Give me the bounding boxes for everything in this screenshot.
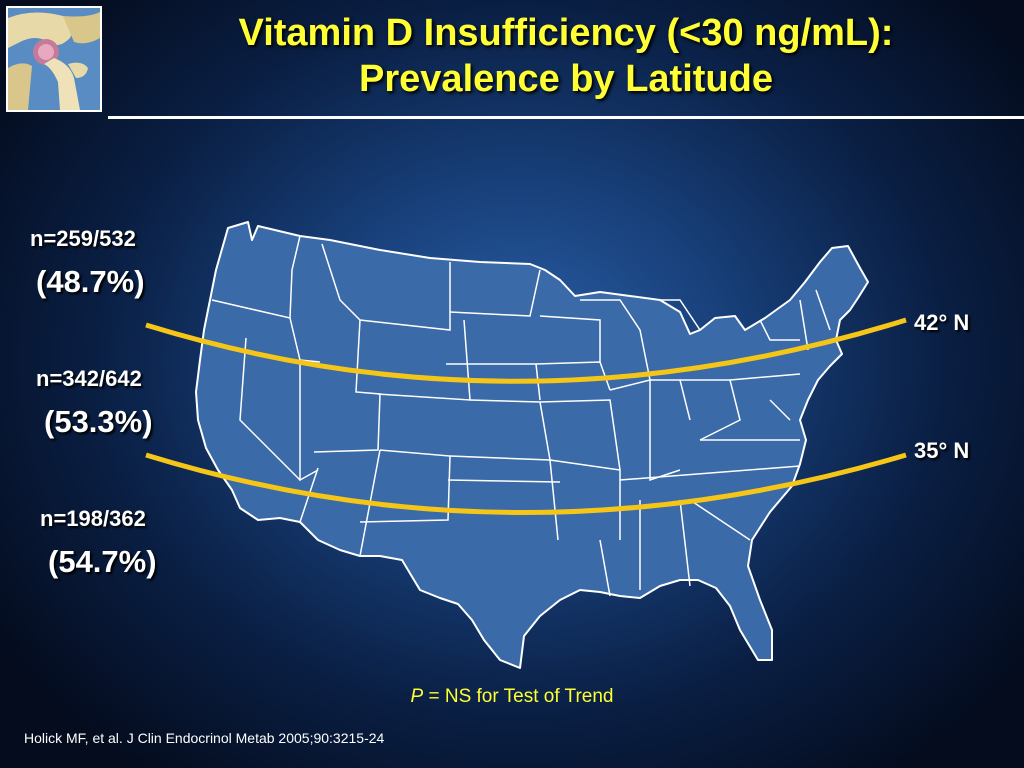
latitude-42-label: 42° N xyxy=(914,310,970,335)
region-middle-count: n=342/642 xyxy=(36,366,142,391)
logo-box xyxy=(6,6,102,112)
region-north-percent: (48.7%) xyxy=(36,264,145,299)
latitude-42-line xyxy=(145,317,907,384)
hip-joint-icon xyxy=(8,8,100,110)
latitude-35-label: 35° N xyxy=(914,438,970,463)
citation: Holick MF, et al. J Clin Endocrinol Meta… xyxy=(24,730,385,746)
p-symbol: P xyxy=(410,686,424,707)
title-divider xyxy=(108,116,1024,119)
title-line-1: Vitamin D Insufficiency (<30 ng/mL): xyxy=(238,12,894,54)
region-north-count: n=259/532 xyxy=(30,226,136,251)
us-mainland-outline xyxy=(195,221,869,669)
region-south-count: n=198/362 xyxy=(40,506,146,531)
latitude-35-line xyxy=(145,452,907,515)
trend-test-note: P = NS for Test of Trend xyxy=(0,686,1024,708)
region-south-percent: (54.7%) xyxy=(48,544,157,579)
title-line-2: Prevalence by Latitude xyxy=(359,58,773,100)
trend-test-text: = NS for Test of Trend xyxy=(423,686,614,707)
region-middle-percent: (53.3%) xyxy=(44,404,153,439)
state-borders xyxy=(211,235,831,597)
slide-title: Vitamin D Insufficiency (<30 ng/mL): Pre… xyxy=(108,10,1024,102)
